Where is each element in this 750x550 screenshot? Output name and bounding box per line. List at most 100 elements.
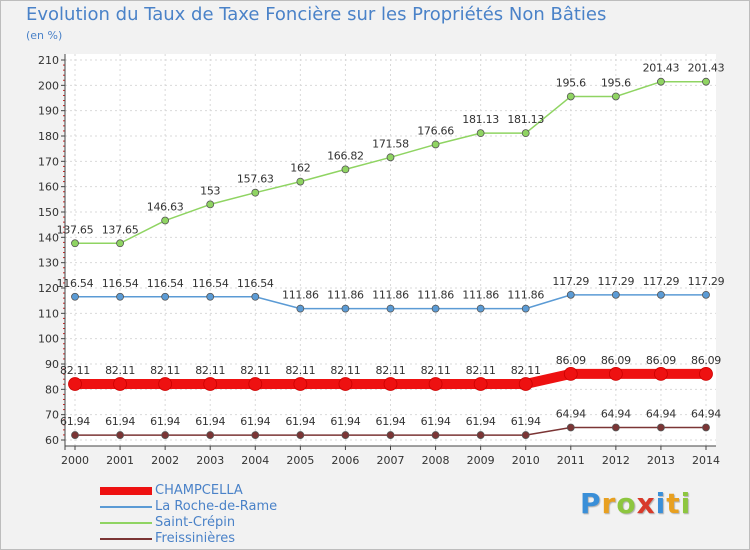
x-tick-label: 2010 bbox=[512, 454, 540, 467]
data-point-saint-crepin bbox=[251, 188, 260, 197]
proxiti-logo-letter: P bbox=[580, 487, 602, 520]
x-tick-label: 2000 bbox=[61, 454, 89, 467]
data-label-saint-crepin: 176.66 bbox=[417, 124, 454, 137]
data-label-freissinieres: 61.94 bbox=[466, 415, 496, 428]
data-label-champcella: 82.11 bbox=[285, 364, 315, 377]
y-tick-label: 120 bbox=[38, 282, 59, 295]
data-label-champcella: 82.11 bbox=[376, 364, 406, 377]
data-point-freissinieres bbox=[611, 423, 620, 432]
data-label-freissinieres: 61.94 bbox=[240, 415, 270, 428]
data-label-saint-crepin: 166.82 bbox=[327, 149, 364, 162]
x-tick-label: 2005 bbox=[286, 454, 314, 467]
data-point-freissinieres bbox=[657, 423, 665, 432]
data-label-la-roche-de-rame: 111.86 bbox=[462, 289, 499, 302]
data-point-champcella bbox=[293, 377, 308, 391]
x-tick-label: 2004 bbox=[241, 454, 269, 467]
data-label-champcella: 82.11 bbox=[511, 364, 541, 377]
data-point-la-roche-de-rame bbox=[521, 304, 530, 313]
data-point-champcella bbox=[608, 367, 623, 381]
data-point-saint-crepin bbox=[296, 177, 305, 186]
data-label-champcella: 82.11 bbox=[240, 364, 270, 377]
x-tick-label: 2012 bbox=[602, 454, 630, 467]
x-tick-label: 2006 bbox=[331, 454, 359, 467]
data-point-la-roche-de-rame bbox=[206, 292, 215, 301]
data-point-la-roche-de-rame bbox=[386, 304, 395, 313]
data-point-saint-crepin bbox=[566, 92, 575, 101]
chart-unit-label: (en %) bbox=[26, 29, 63, 42]
data-label-la-roche-de-rame: 111.86 bbox=[507, 289, 544, 302]
x-tick-label: 2009 bbox=[467, 454, 495, 467]
data-label-champcella: 82.11 bbox=[330, 364, 360, 377]
data-label-champcella: 82.11 bbox=[195, 364, 225, 377]
proxiti-logo-letter: t bbox=[666, 487, 681, 520]
data-point-champcella bbox=[699, 367, 713, 381]
legend-swatch-la-roche-de-rame bbox=[100, 506, 152, 508]
data-point-freissinieres bbox=[566, 423, 575, 432]
data-point-saint-crepin bbox=[611, 92, 620, 101]
legend-swatch-freissinieres bbox=[100, 538, 152, 540]
data-label-la-roche-de-rame: 116.54 bbox=[147, 277, 184, 290]
data-label-la-roche-de-rame: 117.29 bbox=[688, 275, 725, 288]
data-point-saint-crepin bbox=[476, 129, 485, 138]
data-point-champcella bbox=[203, 377, 218, 391]
data-label-champcella: 82.11 bbox=[150, 364, 180, 377]
data-point-freissinieres bbox=[116, 431, 124, 439]
data-point-saint-crepin bbox=[657, 77, 665, 86]
x-tick-label: 2003 bbox=[196, 454, 224, 467]
data-point-freissinieres bbox=[206, 431, 215, 439]
y-tick-label: 130 bbox=[38, 257, 59, 270]
data-label-freissinieres: 61.94 bbox=[511, 415, 541, 428]
data-label-la-roche-de-rame: 111.86 bbox=[327, 289, 364, 302]
y-tick-label: 190 bbox=[38, 105, 59, 118]
data-point-freissinieres bbox=[521, 431, 530, 439]
data-point-la-roche-de-rame bbox=[476, 304, 485, 313]
legend-label-champcella: CHAMPCELLA bbox=[155, 483, 243, 498]
data-point-la-roche-de-rame bbox=[296, 304, 305, 313]
data-point-saint-crepin bbox=[521, 129, 530, 138]
legend-label-la-roche-de-rame: La Roche-de-Rame bbox=[155, 499, 278, 514]
data-label-saint-crepin: 162 bbox=[290, 162, 310, 175]
data-point-la-roche-de-rame bbox=[702, 290, 710, 299]
y-tick-label: 200 bbox=[38, 79, 59, 92]
proxiti-logo-letter: r bbox=[601, 487, 617, 520]
data-label-saint-crepin: 195.6 bbox=[556, 76, 586, 89]
data-label-la-roche-de-rame: 116.54 bbox=[192, 277, 229, 290]
x-tick-label: 2013 bbox=[647, 454, 675, 467]
proxiti-logo: Proxiti bbox=[580, 487, 691, 520]
data-label-freissinieres: 64.94 bbox=[556, 407, 586, 420]
data-label-la-roche-de-rame: 111.86 bbox=[417, 289, 454, 302]
data-label-saint-crepin: 181.13 bbox=[507, 113, 544, 126]
data-point-champcella bbox=[383, 377, 398, 391]
data-point-champcella bbox=[248, 377, 263, 391]
data-label-champcella: 86.09 bbox=[601, 354, 631, 367]
data-point-saint-crepin bbox=[206, 200, 215, 209]
data-label-freissinieres: 61.94 bbox=[105, 415, 135, 428]
data-label-saint-crepin: 195.6 bbox=[601, 76, 631, 89]
data-label-champcella: 82.11 bbox=[421, 364, 451, 377]
data-point-la-roche-de-rame bbox=[251, 292, 260, 301]
proxiti-logo-letter: o bbox=[616, 487, 637, 520]
data-label-freissinieres: 61.94 bbox=[421, 415, 451, 428]
x-tick-label: 2002 bbox=[151, 454, 179, 467]
data-label-freissinieres: 64.94 bbox=[691, 407, 721, 420]
data-label-saint-crepin: 137.65 bbox=[102, 223, 139, 236]
data-label-champcella: 86.09 bbox=[691, 354, 721, 367]
data-point-la-roche-de-rame bbox=[657, 290, 665, 299]
data-point-la-roche-de-rame bbox=[431, 304, 440, 313]
data-point-freissinieres bbox=[71, 431, 79, 439]
data-label-la-roche-de-rame: 111.86 bbox=[372, 289, 409, 302]
y-tick-label: 100 bbox=[38, 333, 59, 346]
data-point-champcella bbox=[518, 377, 533, 391]
y-tick-label: 110 bbox=[38, 307, 59, 320]
data-point-la-roche-de-rame bbox=[161, 292, 170, 301]
data-label-la-roche-de-rame: 117.29 bbox=[552, 275, 589, 288]
data-label-saint-crepin: 181.13 bbox=[462, 113, 499, 126]
data-label-saint-crepin: 146.63 bbox=[147, 201, 184, 214]
data-point-champcella bbox=[68, 377, 82, 391]
data-point-saint-crepin bbox=[161, 216, 170, 225]
data-point-freissinieres bbox=[251, 431, 260, 439]
data-label-freissinieres: 64.94 bbox=[601, 407, 631, 420]
data-point-freissinieres bbox=[386, 431, 395, 439]
data-label-la-roche-de-rame: 116.54 bbox=[57, 277, 94, 290]
